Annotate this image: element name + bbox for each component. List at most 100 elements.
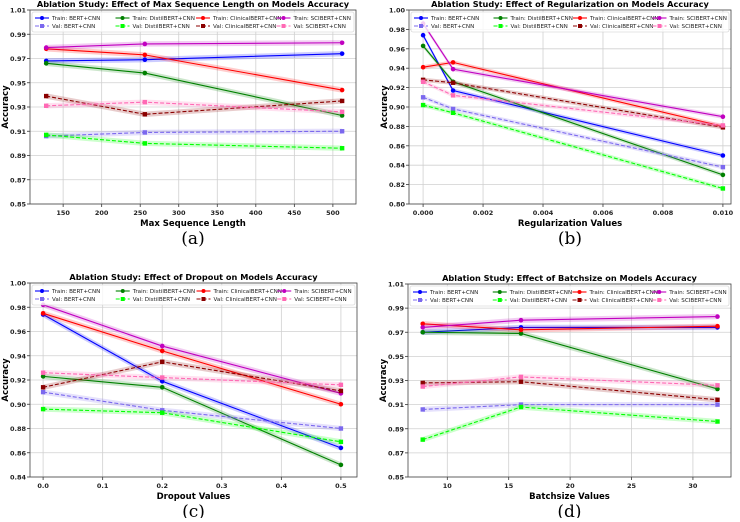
data-point: [420, 64, 426, 70]
series-val-scibert-cnn: [43, 99, 345, 115]
legend-label: Val: DistilBERT+CNN: [510, 298, 567, 304]
data-point: [160, 375, 165, 380]
data-point: [142, 70, 148, 76]
legend-label: Train: SCIBERT+CNN: [668, 290, 726, 296]
axes-frame: [408, 9, 732, 205]
y-tick-label: 0.98: [389, 26, 406, 34]
y-tick-label: 0.94: [389, 65, 406, 73]
x-tick-label: 15: [504, 482, 514, 490]
legend-box: [410, 11, 730, 33]
legend-label: Train: DistilBERT+CNN: [509, 290, 572, 296]
data-point: [40, 406, 46, 412]
data-point: [339, 51, 345, 56]
confidence-band: [422, 401, 718, 413]
series-train-clinicalbert-cnn: [420, 321, 720, 333]
series-train-bert-cnn: [420, 32, 726, 158]
legend-marker: [201, 16, 205, 20]
legend-label: Train: ClinicalBERT+CNN: [589, 16, 658, 22]
x-tick-label: 450: [288, 209, 302, 217]
y-tick-label: 0.94: [10, 352, 27, 360]
data-point: [420, 380, 425, 386]
x-tick-label: 0.002: [473, 209, 494, 217]
data-point: [160, 408, 165, 413]
data-point: [720, 186, 726, 191]
legend-marker: [120, 297, 125, 301]
data-point: [518, 404, 524, 410]
legend-marker: [120, 289, 125, 293]
data-point: [518, 331, 524, 336]
legend-marker: [578, 16, 582, 20]
x-tick-label: 0.2: [156, 482, 168, 490]
legend-marker: [657, 298, 662, 302]
y-tick-label: 1.00: [10, 280, 27, 288]
legend-marker: [201, 24, 205, 28]
legend-marker: [657, 290, 662, 294]
series-val-bert-cnn: [40, 389, 344, 432]
series-line: [43, 372, 341, 386]
series-val-clinicalbert-cnn: [420, 379, 720, 403]
legend: Train: BERT+CNN Train: DistilBERT+CNN Trai…: [31, 284, 356, 306]
x-tick-label: 30: [688, 482, 698, 490]
y-tick-label: 0.87: [10, 176, 26, 184]
legend-marker: [40, 24, 44, 28]
x-axis-label: Dropout Values: [157, 492, 231, 502]
series-train-clinicalbert-cnn: [40, 310, 344, 407]
chart-panel-c: Ablation Study: Effect of Dropout on Mod…: [1, 272, 358, 522]
series-train-distilbert-cnn: [40, 373, 344, 468]
x-tick-label: 150: [56, 209, 70, 217]
y-axis-label: Accuracy: [1, 85, 11, 129]
legend-label: Train: ClinicalBERT+CNN: [589, 290, 658, 296]
x-tick-label: 250: [133, 209, 147, 217]
data-point: [339, 113, 345, 118]
legend-label: Train: SCIBERT+CNN: [669, 16, 727, 22]
data-point: [720, 153, 726, 158]
legend-label: Val: BERT+CNN: [52, 297, 95, 303]
data-point: [40, 389, 46, 395]
x-axis-label: Batchsize Values: [529, 492, 610, 502]
confidence-band: [422, 404, 718, 443]
confidence-band: [43, 302, 341, 397]
series-val-bert-cnn: [420, 95, 726, 170]
y-tick-label: 0.86: [10, 449, 27, 457]
chart-title: Ablation Study: Effect of Max Sequence L…: [37, 0, 350, 9]
y-tick-label: 0.90: [389, 104, 406, 112]
confidence-band: [423, 43, 723, 178]
data-point: [339, 146, 345, 151]
legend-marker: [657, 16, 662, 20]
data-point: [715, 383, 720, 388]
data-point: [420, 437, 425, 442]
legend-marker: [40, 289, 44, 293]
x-tick-label: 300: [172, 209, 186, 217]
series-train-distilbert-cnn: [420, 329, 720, 392]
x-tick-label: 0.008: [653, 209, 674, 217]
y-tick-label: 0.84: [389, 162, 406, 170]
y-axis-label: Accuracy: [1, 358, 11, 402]
confidence-band: [423, 102, 723, 191]
chart-panel-d: Ablation Study: Effect of Batchsize on M…: [379, 273, 732, 522]
legend-label: Val: DistilBERT+CNN: [133, 297, 190, 303]
y-tick-label: 0.92: [10, 377, 26, 385]
data-point: [338, 382, 344, 388]
series-val-scibert-cnn: [420, 374, 720, 390]
data-point: [40, 311, 46, 316]
data-point: [43, 93, 49, 99]
y-tick-label: 0.87: [388, 449, 404, 457]
legend-label: Val: ClinicalBERT+CNN: [590, 298, 653, 304]
legend: Train: BERT+CNN Train: DistilBERT+CNN Trai…: [409, 285, 730, 307]
x-tick-label: 400: [249, 209, 263, 217]
y-axis-label: Accuracy: [379, 358, 389, 402]
legend-label: Train: DistilBERT+CNN: [132, 289, 195, 295]
data-point: [450, 60, 456, 65]
legend-marker: [120, 16, 125, 20]
data-point: [159, 343, 165, 349]
x-tick-label: 25: [627, 482, 637, 490]
data-point: [720, 114, 726, 119]
data-point: [339, 87, 345, 93]
data-point: [420, 32, 426, 38]
data-point: [43, 103, 49, 108]
chart-panel-a: Ablation Study: Effect of Max Sequence L…: [1, 0, 357, 249]
y-tick-label: 0.91: [388, 401, 405, 409]
series-val-clinicalbert-cnn: [43, 93, 345, 117]
data-point: [420, 329, 426, 335]
data-point: [420, 384, 425, 389]
